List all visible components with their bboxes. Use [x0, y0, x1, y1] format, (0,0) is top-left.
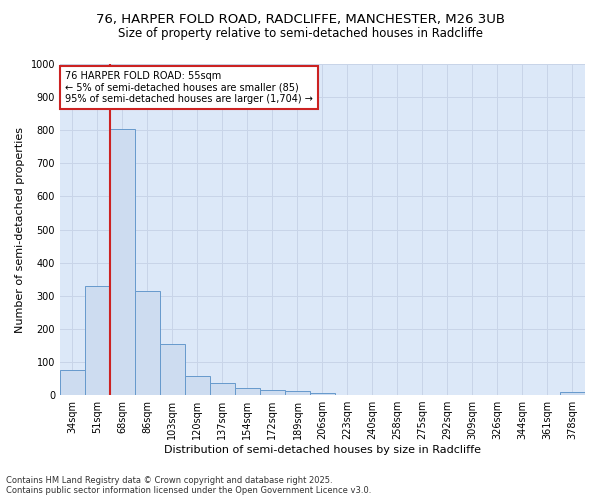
- Bar: [60, 370, 85, 395]
- Text: Size of property relative to semi-detached houses in Radcliffe: Size of property relative to semi-detach…: [118, 28, 482, 40]
- Bar: [135, 291, 160, 395]
- Bar: [185, 376, 210, 395]
- Y-axis label: Number of semi-detached properties: Number of semi-detached properties: [15, 126, 25, 332]
- Bar: [285, 392, 310, 395]
- Text: Contains HM Land Registry data © Crown copyright and database right 2025.
Contai: Contains HM Land Registry data © Crown c…: [6, 476, 371, 495]
- X-axis label: Distribution of semi-detached houses by size in Radcliffe: Distribution of semi-detached houses by …: [164, 445, 481, 455]
- Text: 76, HARPER FOLD ROAD, RADCLIFFE, MANCHESTER, M26 3UB: 76, HARPER FOLD ROAD, RADCLIFFE, MANCHES…: [95, 12, 505, 26]
- Bar: [210, 384, 235, 395]
- Bar: [110, 128, 135, 395]
- Bar: [235, 388, 260, 395]
- Bar: [310, 393, 335, 395]
- Bar: [560, 392, 585, 395]
- Bar: [260, 390, 285, 395]
- Bar: [160, 344, 185, 395]
- Text: 76 HARPER FOLD ROAD: 55sqm
← 5% of semi-detached houses are smaller (85)
95% of : 76 HARPER FOLD ROAD: 55sqm ← 5% of semi-…: [65, 70, 313, 104]
- Bar: [85, 286, 110, 395]
